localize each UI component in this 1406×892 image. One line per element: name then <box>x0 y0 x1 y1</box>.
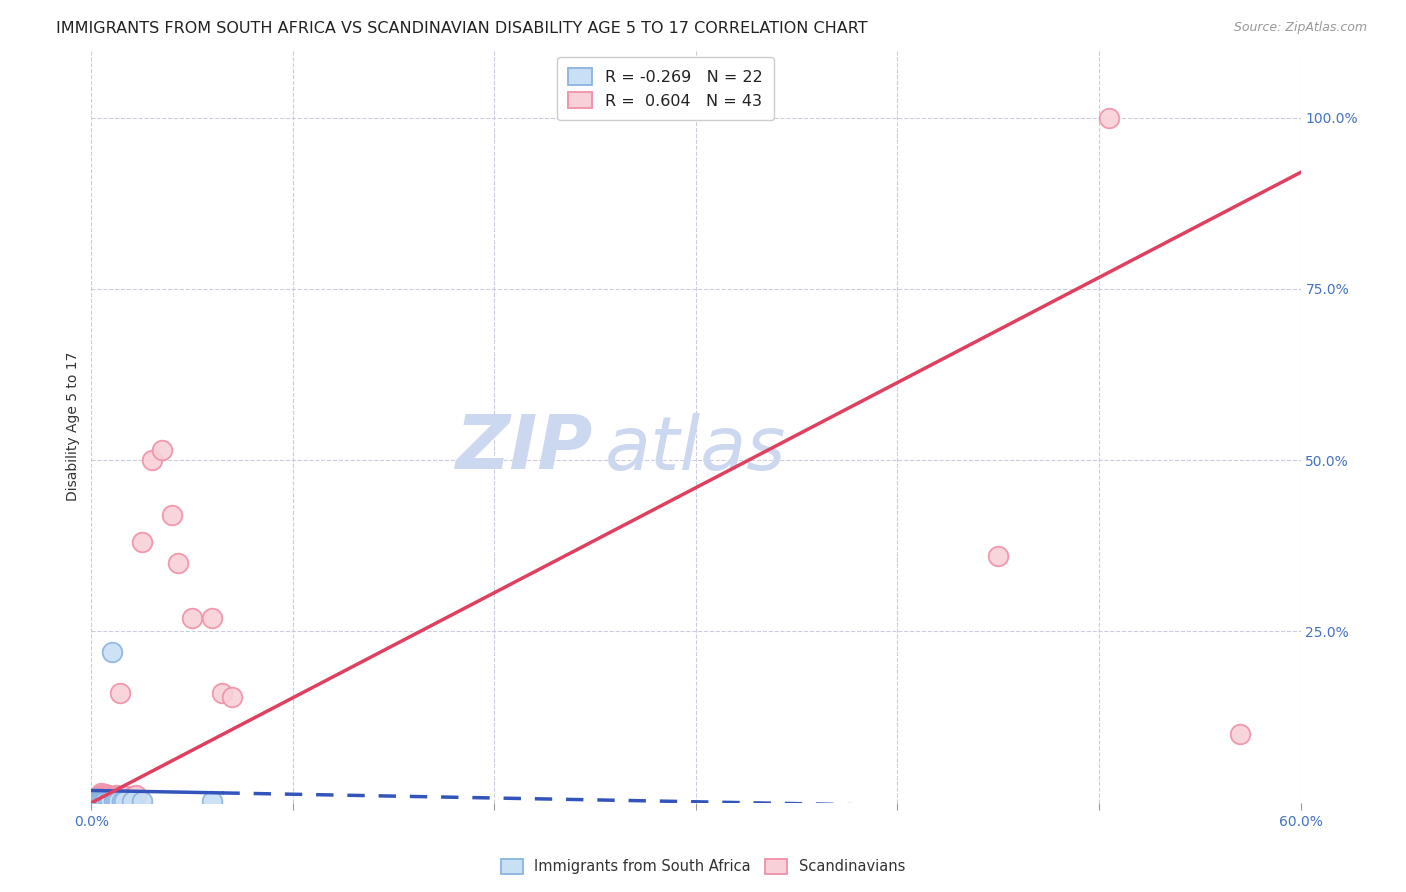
Point <box>122 790 145 805</box>
Point <box>111 794 132 808</box>
Point <box>131 794 153 808</box>
Point <box>86 793 108 807</box>
Point <box>93 789 115 803</box>
Point <box>201 794 224 808</box>
Point <box>122 789 145 803</box>
Point <box>108 686 131 700</box>
Point <box>89 794 111 808</box>
Point <box>93 790 115 805</box>
Point <box>94 787 117 801</box>
Point <box>90 785 112 799</box>
Point <box>112 790 135 805</box>
Text: ZIP: ZIP <box>456 412 593 485</box>
Point <box>104 793 127 807</box>
Point <box>141 453 163 467</box>
Text: Source: ZipAtlas.com: Source: ZipAtlas.com <box>1233 21 1367 35</box>
Point <box>221 690 243 704</box>
Point <box>167 556 190 570</box>
Point <box>104 790 127 805</box>
Point <box>90 788 112 802</box>
Point <box>94 793 117 807</box>
Point <box>1098 111 1121 125</box>
Point <box>131 535 153 549</box>
Point <box>96 788 118 802</box>
Point <box>90 793 112 807</box>
Point <box>160 508 183 522</box>
Point <box>89 792 111 806</box>
Point <box>107 789 129 803</box>
Point <box>100 645 122 659</box>
Point <box>96 794 118 808</box>
Point <box>181 611 204 625</box>
Point <box>114 789 136 803</box>
Point <box>103 789 125 803</box>
Point <box>103 794 125 808</box>
Point <box>100 790 122 805</box>
Point <box>117 794 139 808</box>
Y-axis label: Disability Age 5 to 17: Disability Age 5 to 17 <box>66 351 80 500</box>
Point <box>98 794 121 808</box>
Point <box>987 549 1010 563</box>
Point <box>125 788 148 802</box>
Legend: Immigrants from South Africa, Scandinavians: Immigrants from South Africa, Scandinavi… <box>495 853 911 880</box>
Point <box>98 789 121 803</box>
Point <box>107 794 129 808</box>
Point <box>93 794 115 808</box>
Text: atlas: atlas <box>605 412 787 484</box>
Text: IMMIGRANTS FROM SOUTH AFRICA VS SCANDINAVIAN DISABILITY AGE 5 TO 17 CORRELATION : IMMIGRANTS FROM SOUTH AFRICA VS SCANDINA… <box>56 21 868 37</box>
Point <box>121 790 143 805</box>
Point <box>1229 727 1251 741</box>
Point <box>84 792 107 806</box>
Point <box>112 794 135 808</box>
Legend: R = -0.269   N = 22, R =  0.604   N = 43: R = -0.269 N = 22, R = 0.604 N = 43 <box>557 57 775 120</box>
Point <box>150 442 173 457</box>
Point <box>90 794 112 808</box>
Point <box>89 794 111 808</box>
Point <box>201 611 224 625</box>
Point <box>103 790 125 805</box>
Point <box>86 794 108 808</box>
Point <box>98 793 121 807</box>
Point <box>86 794 108 808</box>
Point <box>84 793 107 807</box>
Point <box>84 794 107 808</box>
Point <box>94 789 117 803</box>
Point <box>82 792 104 806</box>
Point <box>211 686 233 700</box>
Point <box>94 794 117 808</box>
Point <box>86 791 108 805</box>
Point <box>96 790 118 805</box>
Point <box>82 794 104 808</box>
Point <box>111 794 132 808</box>
Point <box>104 788 127 802</box>
Point <box>121 794 143 808</box>
